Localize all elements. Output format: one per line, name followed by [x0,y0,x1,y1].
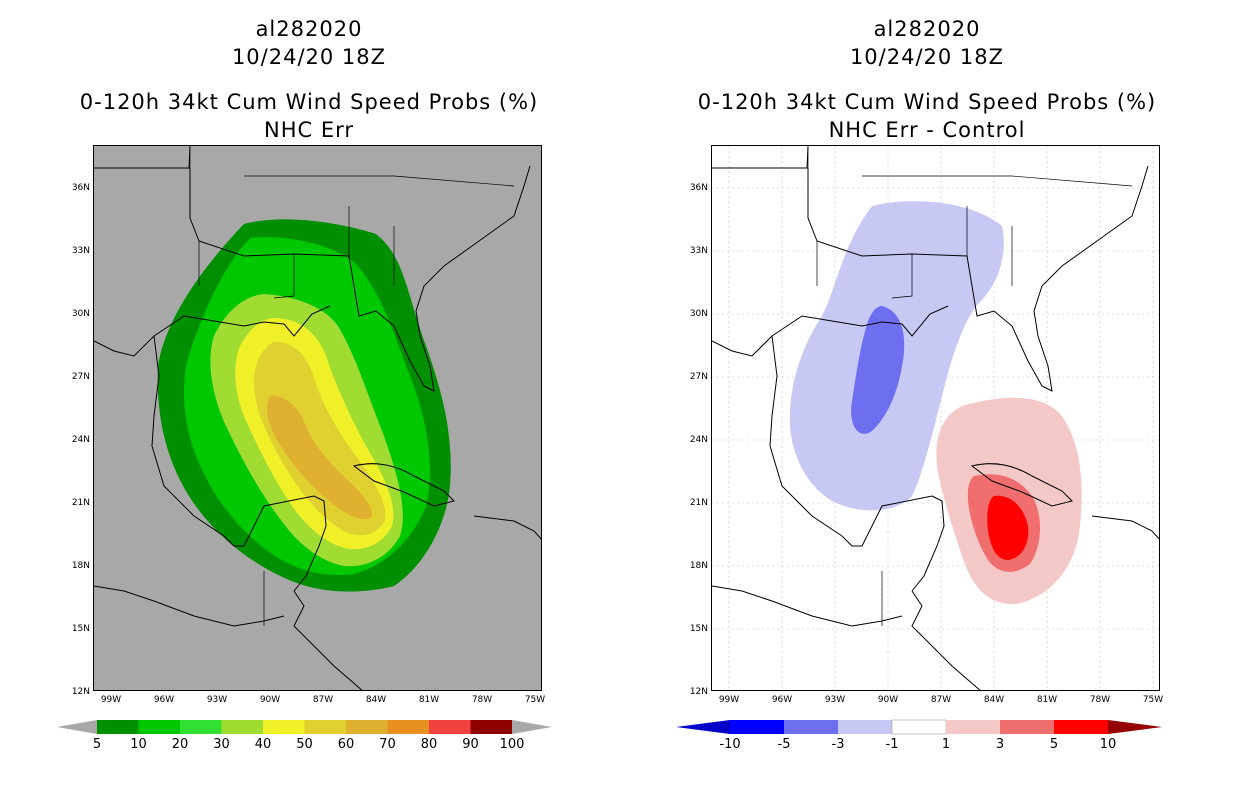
colorbar-right-arrow [1108,720,1162,734]
right-panel: al282020 10/24/20 18Z 0-120h 34kt Cum Wi… [618,0,1236,800]
boundaries [807,146,1133,626]
colorbar-label: 70 [379,737,396,752]
lat-label: 30N [71,309,90,319]
colorbar-right-arrow [512,720,552,734]
colorbar-label: 10 [1099,737,1117,752]
lon-label: 78W [471,695,493,705]
prob-contour-50 [267,395,372,520]
colorbar-swatch [946,720,1000,734]
lon-label: 81W [1036,695,1058,705]
colorbar-swatch [1054,720,1108,734]
colorbar-label: 40 [254,737,272,752]
colorbar-label: 90 [462,737,479,752]
lon-label: 78W [1089,695,1111,705]
lon-label: 90W [877,695,899,705]
colorbar-swatch [387,720,429,734]
colorbar-swatch [180,720,222,734]
colorbar-label: 50 [296,737,313,752]
lat-label: 18N [689,561,708,571]
lat-label: 30N [689,309,708,319]
colorbar-swatch [784,720,838,734]
lon-label: 87W [312,695,334,705]
lat-label: 36N [689,183,708,193]
lon-label: 75W [524,695,546,705]
colorbar-label: 30 [213,737,230,752]
colorbar-swatch [1000,720,1054,734]
lat-label: 33N [689,246,708,256]
storm-id: al282020 [873,17,981,41]
colorbar-swatch [429,720,471,734]
positive-contour-5 [987,495,1029,560]
lon-label: 75W [1142,695,1164,705]
datetime: 10/24/20 18Z [231,45,387,69]
subtitle: NHC Err - Control [828,118,1026,142]
lat-label: 21N [71,498,90,508]
colorbar-label: 100 [499,737,525,752]
colorbar-label: 20 [171,737,189,752]
colorbar-swatch [730,720,784,734]
lat-label: 24N [71,435,90,445]
colorbar [57,720,552,734]
lat-label: 21N [689,498,708,508]
lat-label: 15N [71,624,90,634]
lat-label: 12N [71,687,90,697]
lon-label: 99W [718,695,740,705]
boundaries [189,146,515,626]
colorbar-label: 5 [1049,737,1059,752]
lon-label: 81W [418,695,440,705]
colorbar-swatch [138,720,180,734]
colorbar-swatch [346,720,388,734]
left-panel: al282020 10/24/20 18Z 0-120h 34kt Cum Wi… [57,17,552,752]
lat-label: 27N [689,372,708,382]
lon-label: 96W [153,695,175,705]
product-title: 0-120h 34kt Cum Wind Speed Probs (%) [697,90,1157,114]
probability-map [93,145,542,691]
colorbar-label: 3 [995,737,1005,752]
subtitle: NHC Err [263,118,354,142]
product-title: 0-120h 34kt Cum Wind Speed Probs (%) [79,90,539,114]
lat-label: 24N [689,435,708,445]
lon-label: 84W [983,695,1005,705]
lat-label: 27N [71,372,90,382]
colorbar [676,719,1162,735]
colorbar-label: 80 [420,737,438,752]
colorbar-swatch [304,720,346,734]
lat-label: 36N [71,183,90,193]
colorbar-left-arrow [676,720,730,734]
colorbar-left-arrow [57,720,97,734]
colorbar-swatch [221,720,263,734]
lon-label: 93W [206,695,228,705]
lat-label: 15N [689,624,708,634]
lon-label: 84W [365,695,387,705]
lon-label: 99W [100,695,122,705]
colorbar-swatch [891,719,947,735]
colorbar-label: 10 [130,737,147,752]
colorbar-swatch [838,720,892,734]
colorbar-label: 5 [92,737,102,752]
lat-label: 33N [71,246,90,256]
colorbar-swatch [470,720,512,734]
storm-id: al282020 [255,17,363,41]
colorbar-label: 1 [941,737,951,752]
difference-map [711,145,1160,691]
lat-label: 18N [71,561,90,571]
lon-label: 93W [824,695,846,705]
colorbar-swatch [263,720,305,734]
lon-label: 90W [259,695,281,705]
lat-label: 12N [689,687,708,697]
lon-label: 96W [771,695,793,705]
colorbar-label: 60 [337,737,355,752]
colorbar-swatch [97,720,139,734]
colorbar-label: -5 [777,737,791,752]
colorbar-label: -1 [885,737,899,752]
negative-contour-3 [851,306,905,434]
datetime: 10/24/20 18Z [849,45,1005,69]
colorbar-label: -3 [831,737,845,752]
lon-label: 87W [930,695,952,705]
colorbar-label: -10 [719,737,741,752]
